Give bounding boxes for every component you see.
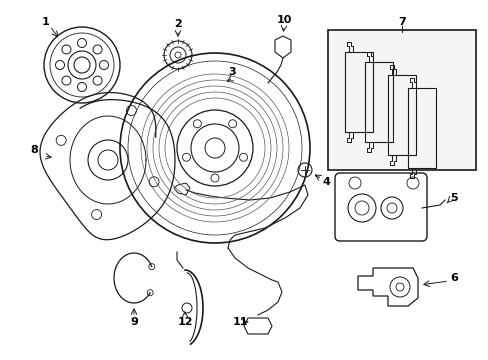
Text: 4: 4 [322,177,329,187]
Text: 1: 1 [42,17,50,27]
Text: 2: 2 [174,19,182,29]
Bar [364,62,392,142]
Text: 10: 10 [276,15,291,25]
Text: 5: 5 [449,193,457,203]
Text: 11: 11 [232,317,247,327]
Text: 3: 3 [228,67,235,77]
Text: 12: 12 [177,317,192,327]
Text: 6: 6 [449,273,457,283]
Text: 7: 7 [397,17,405,27]
Bar [407,88,435,168]
Bar [327,30,475,170]
Text: 8: 8 [30,145,38,155]
Bar [345,52,372,132]
Text: 9: 9 [130,317,138,327]
Bar [387,75,415,155]
